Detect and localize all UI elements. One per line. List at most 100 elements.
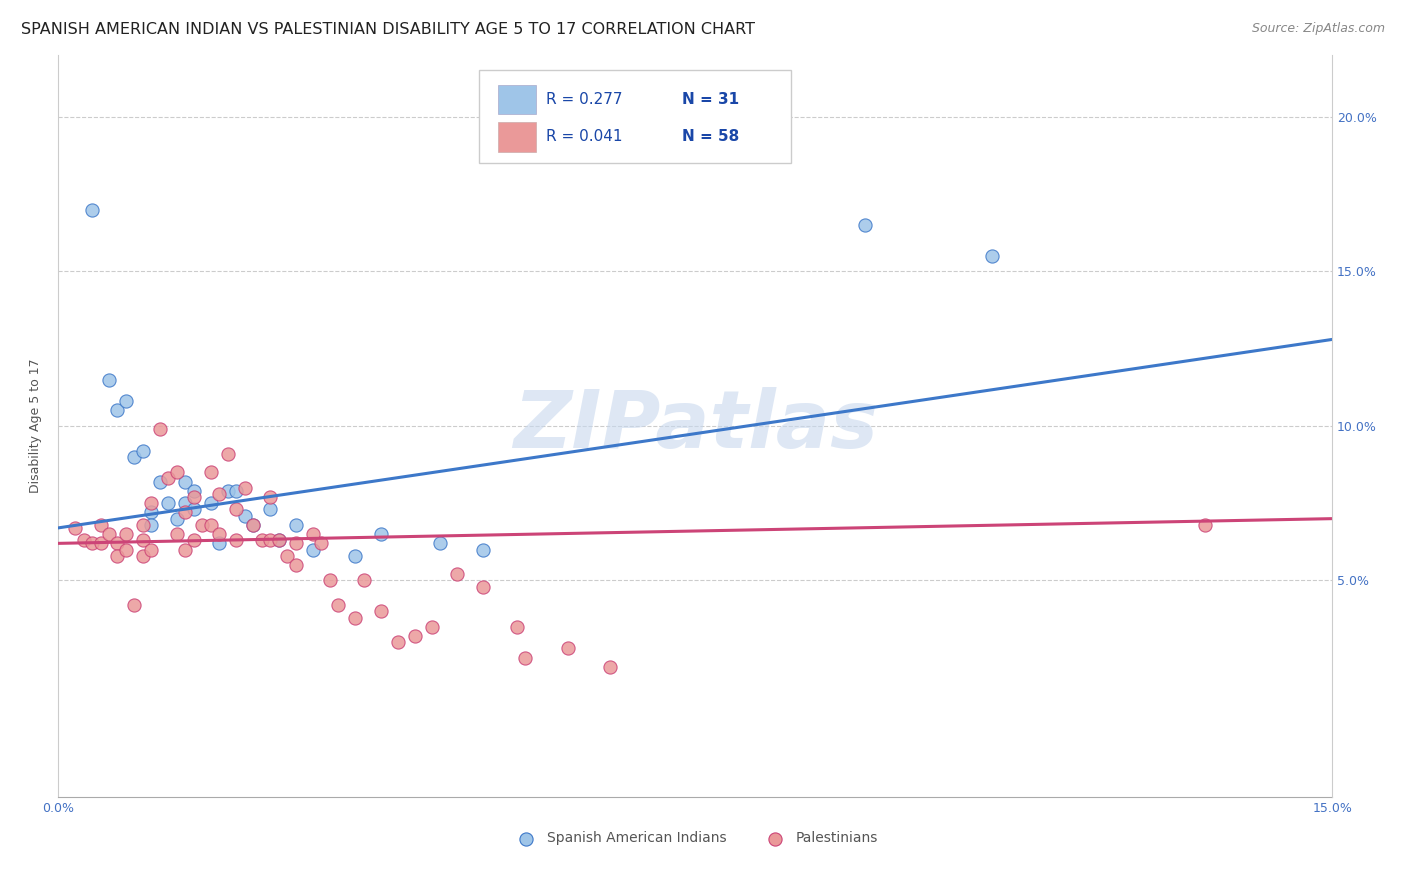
Point (174, 496, 197, 510)
Y-axis label: Disability Age 5 to 17: Disability Age 5 to 17 (30, 359, 42, 493)
Point (107, 549, 129, 563)
Point (284, 517, 307, 532)
Point (166, 511, 188, 525)
Point (429, 536, 451, 550)
Point (1194, 517, 1216, 532)
Point (174, 506, 197, 520)
Point (183, 502, 205, 516)
Point (225, 483, 247, 498)
Point (98, 373, 121, 387)
Point (166, 527, 188, 541)
Point (89, 536, 111, 550)
Point (276, 549, 298, 563)
Point (328, 598, 350, 612)
Point (370, 604, 392, 618)
Point (98, 527, 121, 541)
Point (506, 620, 529, 634)
FancyBboxPatch shape (478, 70, 790, 162)
Point (132, 549, 155, 563)
Point (80, 202, 103, 217)
Point (259, 502, 281, 516)
Text: R = 0.041: R = 0.041 (546, 129, 623, 145)
Point (115, 542, 138, 557)
Point (63, 521, 86, 535)
Point (981, 249, 1004, 263)
Point (107, 536, 129, 550)
Text: ZIPatlas: ZIPatlas (513, 387, 877, 465)
Point (225, 533, 247, 548)
Point (72, 533, 94, 548)
Point (157, 471, 180, 485)
Point (89, 517, 111, 532)
Point (225, 502, 247, 516)
Point (515, 650, 537, 665)
Point (217, 447, 239, 461)
Point (208, 487, 231, 501)
Point (267, 533, 290, 548)
Point (217, 483, 239, 498)
Point (311, 536, 333, 550)
FancyBboxPatch shape (498, 85, 536, 114)
Point (557, 641, 579, 656)
Point (157, 496, 180, 510)
Text: R = 0.277: R = 0.277 (546, 92, 623, 107)
Point (420, 620, 443, 634)
Point (344, 610, 367, 624)
Point (149, 422, 172, 436)
Text: N = 31: N = 31 (682, 92, 740, 107)
Point (404, 629, 426, 643)
Point (233, 481, 256, 495)
Point (259, 490, 281, 504)
Point (124, 598, 146, 612)
Point (446, 567, 468, 582)
Point (132, 443, 155, 458)
Point (107, 403, 129, 417)
Point (208, 536, 231, 550)
Point (183, 533, 205, 548)
Point (200, 465, 222, 479)
Point (319, 574, 342, 588)
Point (124, 450, 146, 464)
Point (344, 549, 367, 563)
Point (387, 635, 409, 649)
Point (471, 542, 494, 557)
Point (132, 517, 155, 532)
Point (259, 533, 281, 548)
Point (80, 536, 103, 550)
Point (302, 542, 325, 557)
Point (183, 483, 205, 498)
FancyBboxPatch shape (498, 122, 536, 152)
Point (267, 533, 290, 548)
Point (166, 465, 188, 479)
Point (141, 506, 163, 520)
Point (284, 536, 307, 550)
Point (141, 542, 163, 557)
Point (250, 533, 273, 548)
Point (853, 218, 876, 232)
Point (174, 542, 197, 557)
Point (302, 527, 325, 541)
Point (191, 517, 214, 532)
Point (115, 527, 138, 541)
Point (233, 508, 256, 523)
Point (471, 580, 494, 594)
Point (132, 533, 155, 548)
Text: N = 58: N = 58 (682, 129, 740, 145)
Point (599, 660, 621, 674)
Point (141, 517, 163, 532)
Legend: Spanish American Indians, Palestinians: Spanish American Indians, Palestinians (512, 831, 879, 846)
Point (208, 527, 231, 541)
Text: Source: ZipAtlas.com: Source: ZipAtlas.com (1251, 22, 1385, 36)
Point (115, 394, 138, 409)
Point (353, 574, 375, 588)
Point (174, 475, 197, 489)
Point (183, 490, 205, 504)
Text: SPANISH AMERICAN INDIAN VS PALESTINIAN DISABILITY AGE 5 TO 17 CORRELATION CHART: SPANISH AMERICAN INDIAN VS PALESTINIAN D… (21, 22, 755, 37)
Point (149, 475, 172, 489)
Point (242, 517, 264, 532)
Point (242, 517, 264, 532)
Point (141, 496, 163, 510)
Point (284, 558, 307, 572)
Point (200, 517, 222, 532)
Point (370, 527, 392, 541)
